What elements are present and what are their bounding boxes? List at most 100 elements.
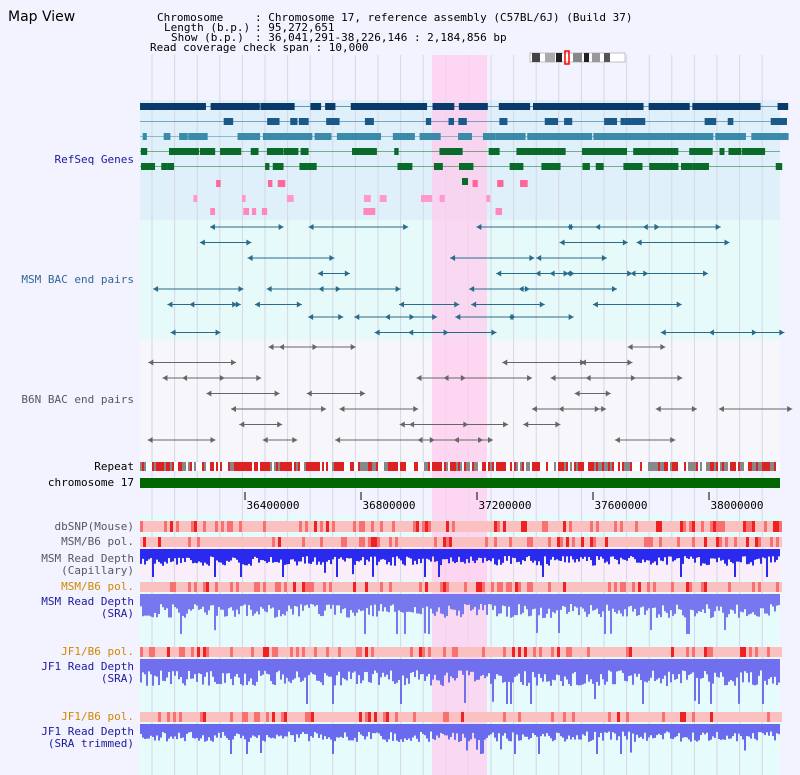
pol-cell (194, 647, 197, 657)
repeat-mark (416, 462, 418, 471)
depth-bar (302, 724, 304, 733)
pol-cell (191, 582, 194, 592)
pol-cell (158, 537, 161, 547)
depth-bar (590, 549, 592, 561)
depth-bar (284, 724, 286, 737)
bac-end (518, 286, 524, 292)
depth-bar (352, 724, 354, 741)
depth-bar (496, 659, 498, 675)
depth-bar (664, 549, 666, 558)
msm-bac-label[interactable]: MSM BAC end pairs (21, 273, 134, 286)
depth-bar (284, 594, 286, 616)
pol-cell (311, 712, 314, 722)
refseq-genes-label[interactable]: RefSeq Genes (54, 153, 134, 166)
pol-cell (491, 647, 494, 657)
repeat-mark (344, 462, 346, 471)
pol-cell (626, 537, 629, 547)
depth-bar (148, 659, 150, 672)
depth-bar (778, 594, 780, 606)
depth-bar (266, 659, 268, 674)
pink-mark (439, 195, 445, 202)
depth-bar (752, 659, 754, 685)
pol-cell (701, 521, 704, 532)
depth-bar (680, 594, 682, 610)
pol-cell (152, 582, 155, 592)
pol-cell (428, 537, 431, 547)
depth-bar (534, 549, 536, 561)
pol-cell (704, 521, 707, 532)
depth-bar (268, 594, 270, 606)
pol-cell (392, 521, 395, 532)
depth-bar (436, 594, 438, 612)
pol-cell (593, 521, 596, 532)
depth-bar (640, 594, 642, 608)
depth-bar (766, 659, 768, 685)
repeat-mark (484, 462, 486, 471)
pol-cell (194, 582, 197, 592)
depth-bar (308, 724, 310, 742)
depth-bar (562, 594, 564, 607)
gene-mark (546, 133, 565, 140)
depth-bar (620, 549, 622, 558)
pol-cell (566, 712, 569, 722)
bac-end (374, 329, 380, 336)
repeat-mark (438, 462, 440, 471)
pol-cell (350, 537, 353, 547)
depth-bar (430, 549, 432, 562)
pol-cell (644, 582, 647, 592)
depth-bar (444, 594, 446, 618)
bac-end (239, 421, 245, 428)
depth-bar (558, 659, 560, 676)
pol-cell (368, 537, 371, 547)
depth-bar (324, 659, 326, 674)
pol-cell (392, 712, 395, 722)
depth-bar (282, 594, 284, 615)
depth-bar (380, 594, 382, 605)
depth-bar (402, 594, 404, 613)
repeat-mark (476, 462, 478, 471)
pol-cell (755, 537, 758, 547)
pol-cell (659, 582, 662, 592)
pol-cell (350, 712, 353, 722)
pol-cell (323, 712, 326, 722)
pol-cell (401, 647, 404, 657)
depth-bar (336, 549, 338, 577)
depth-bar (334, 724, 336, 742)
depth-bar (482, 659, 484, 675)
depth-bar (702, 549, 704, 564)
pol-cell (473, 582, 476, 592)
pol-cell (197, 582, 200, 592)
pol-cell (692, 647, 695, 657)
pol-cell (524, 712, 527, 722)
gene-mark (298, 118, 309, 125)
depth-bar (722, 594, 724, 613)
pol-cell (383, 647, 386, 657)
depth-bar (760, 724, 762, 733)
depth-bar (340, 659, 342, 686)
depth-bar (412, 594, 414, 613)
pol-cell (770, 582, 773, 592)
pol-cell (698, 582, 701, 592)
repeat-mark (532, 462, 534, 471)
repeat-mark (716, 462, 718, 471)
b6n-bac-label[interactable]: B6N BAC end pairs (21, 393, 134, 406)
pol-cell (740, 647, 743, 657)
pol-cell (272, 537, 275, 547)
depth-bar (600, 594, 602, 618)
depth-bar (772, 594, 774, 607)
gene-mark (199, 148, 216, 155)
pol-cell (317, 582, 320, 592)
gene-mark (167, 163, 175, 170)
pol-cell (239, 582, 242, 592)
depth-bar (708, 724, 710, 741)
pol-cell (710, 537, 713, 547)
repeat-mark (724, 462, 726, 471)
pol-cell (728, 647, 731, 657)
pol-cell (509, 521, 512, 532)
depth-bar (426, 724, 428, 739)
depth-bar (384, 659, 386, 677)
depth-bar (652, 724, 654, 739)
depth-bar (236, 549, 238, 560)
pol-cell (533, 647, 536, 657)
